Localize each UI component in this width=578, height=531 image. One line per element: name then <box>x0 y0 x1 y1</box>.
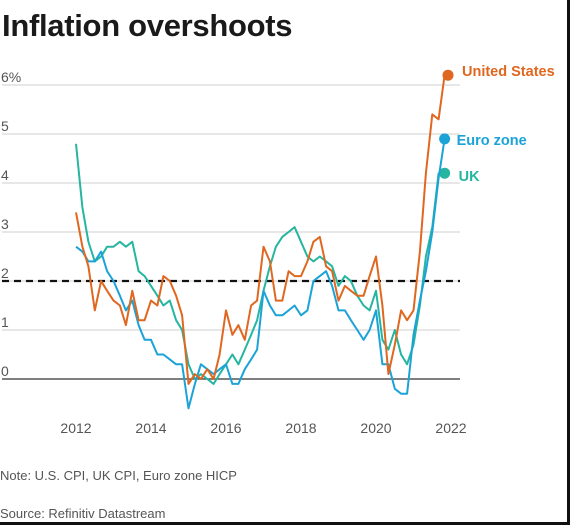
y-tick-label: 6% <box>1 69 21 85</box>
series-endpoint-euro-zone <box>439 133 451 145</box>
y-tick-label: 3 <box>1 216 9 232</box>
y-tick-label: 1 <box>1 314 9 330</box>
series-line-united-states <box>75 74 448 385</box>
x-tick-label: 2014 <box>135 420 166 436</box>
series-label-united-states: United States <box>462 64 555 80</box>
chart-note: Note: U.S. CPI, UK CPI, Euro zone HICP <box>0 468 237 483</box>
series-endpoint-united-states <box>442 69 454 81</box>
x-tick-label: 2018 <box>285 420 316 436</box>
x-tick-label: 2022 <box>435 420 466 436</box>
chart-frame <box>0 0 570 525</box>
y-tick-label: 0 <box>1 363 9 379</box>
y-tick-label: 2 <box>1 265 9 281</box>
series-label-euro-zone: Euro zone <box>457 133 527 149</box>
x-tick-label: 2016 <box>210 420 241 436</box>
y-tick-label: 4 <box>1 167 9 183</box>
series-endpoint-uk <box>439 167 451 179</box>
series-label-uk: UK <box>459 169 480 185</box>
series-line-uk <box>75 143 445 385</box>
series-line-euro-zone <box>75 138 446 410</box>
chart-title: Inflation overshoots <box>2 8 293 43</box>
x-tick-label: 2012 <box>60 420 91 436</box>
x-tick-label: 2020 <box>360 420 391 436</box>
chart-source: Source: Refinitiv Datastream <box>0 506 166 521</box>
y-tick-label: 5 <box>1 118 9 134</box>
